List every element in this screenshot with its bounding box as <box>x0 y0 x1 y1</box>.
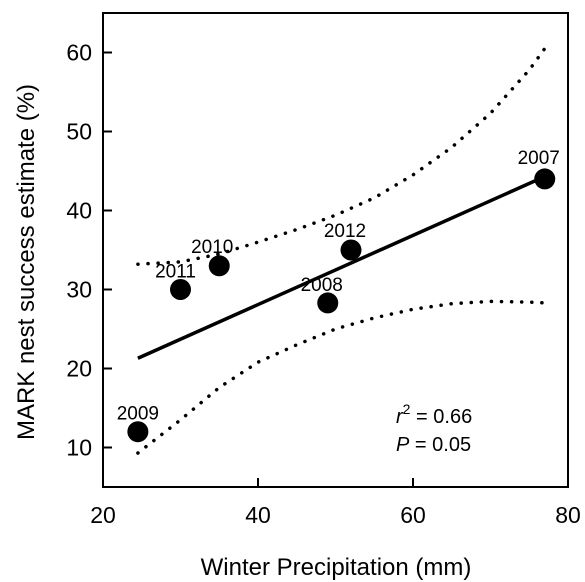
p-value: = 0.05 <box>409 434 471 456</box>
data-point <box>534 168 556 190</box>
y-tick-label: 20 <box>66 356 92 382</box>
data-point-label: 2011 <box>155 262 196 283</box>
y-tick-label: 30 <box>66 277 92 303</box>
p-symbol: P <box>396 434 410 456</box>
r-symbol: r <box>396 406 404 428</box>
confidence-band-lower <box>136 299 547 455</box>
data-point-label: 2007 <box>518 148 560 169</box>
y-tick-label: 60 <box>66 40 92 66</box>
x-axis-title: Winter Precipitation (mm) <box>201 554 472 581</box>
point-layer <box>127 168 556 443</box>
x-tick-label: 40 <box>245 502 271 528</box>
data-point <box>317 292 339 314</box>
data-point <box>127 421 149 443</box>
x-tick-label: 60 <box>400 502 426 528</box>
r-squared-value: = 0.66 <box>410 406 472 428</box>
data-point-label: 2009 <box>117 404 159 425</box>
r-squared-annotation: r2 = 0.66 <box>396 401 472 428</box>
plot-frame <box>102 12 569 488</box>
point-label-layer: 2009 2011 2010 2008 2012 2007 <box>117 148 560 425</box>
data-point <box>340 239 362 261</box>
regression-line <box>137 174 546 360</box>
data-point-label: 2012 <box>324 221 366 242</box>
y-tick-label: 50 <box>66 119 92 145</box>
y-axis-title: MARK nest success estimate (%) <box>13 84 40 440</box>
y-tick-label: 40 <box>66 198 92 224</box>
x-tick-label: 80 <box>555 502 581 528</box>
p-value-annotation: P = 0.05 <box>396 434 471 456</box>
x-axis-ticks: 20 40 60 80 <box>90 478 581 528</box>
data-point <box>208 255 230 277</box>
x-tick-label: 20 <box>90 502 116 528</box>
r-superscript: 2 <box>403 401 411 417</box>
data-point-label: 2008 <box>301 275 343 296</box>
data-point-label: 2010 <box>191 237 233 258</box>
data-point <box>170 279 191 300</box>
y-tick-label: 10 <box>66 435 92 461</box>
y-axis-ticks: 10 20 30 40 50 60 <box>66 40 112 461</box>
